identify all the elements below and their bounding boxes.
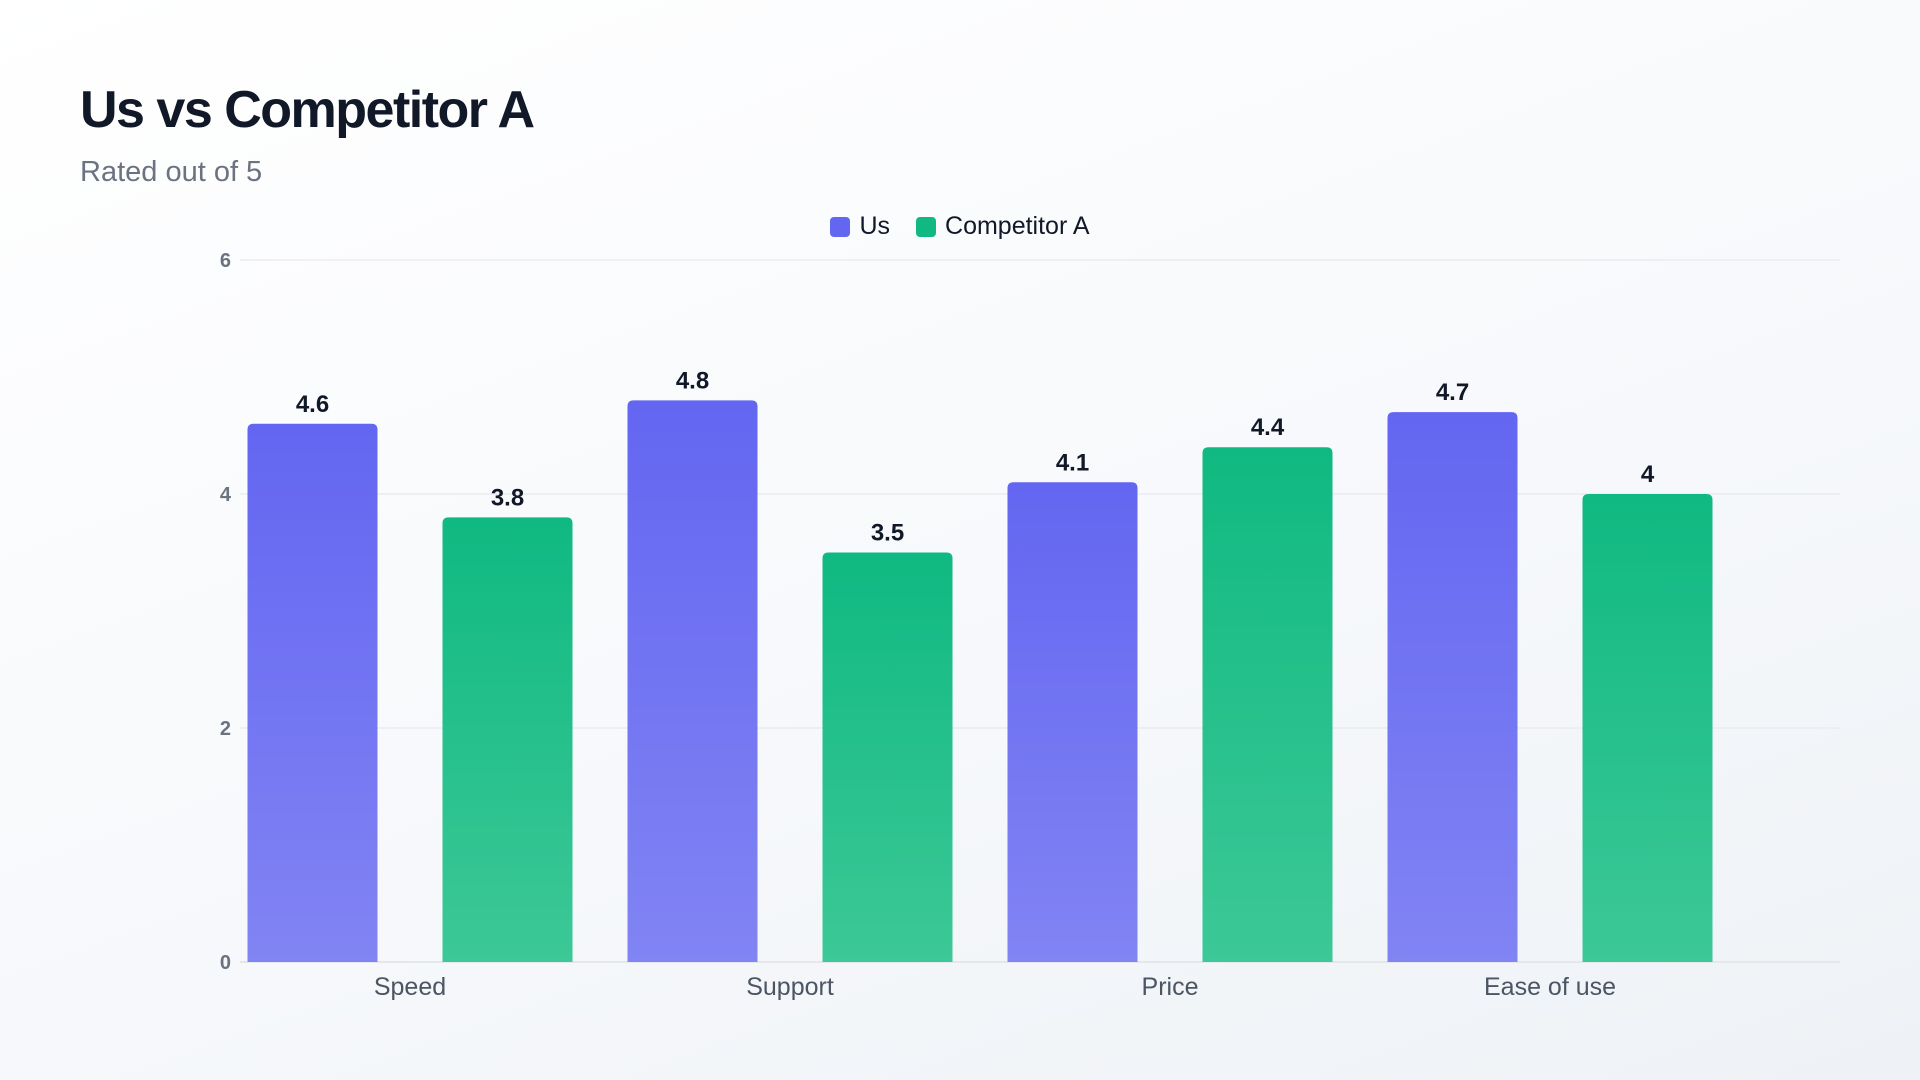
x-category-label: Support — [746, 973, 834, 1001]
labels: 0 2 4 6 4.6 3.8 Speed 4.8 3.5 Support 4.1 4.4 Price 4… — [220, 250, 1655, 1001]
bar-price-us — [1007, 482, 1138, 962]
bar-speed-competitor-a — [442, 517, 573, 962]
legend-swatch-us — [830, 216, 851, 237]
bar-support-competitor-a — [822, 552, 953, 962]
chart-legend: Us Competitor A — [0, 212, 1920, 241]
y-tick-label: 4 — [220, 484, 232, 506]
legend-label-us: Us — [859, 212, 891, 240]
y-tick-label: 6 — [220, 250, 231, 272]
bar-support-us — [627, 400, 758, 962]
value-label: 3.5 — [871, 520, 904, 547]
x-category-label: Ease of use — [1484, 973, 1616, 1001]
bar-ease-of-use-competitor-a — [1582, 494, 1713, 962]
y-tick-label: 2 — [220, 718, 231, 740]
y-tick-label: 0 — [220, 952, 231, 974]
value-label: 4.8 — [676, 367, 709, 394]
bar-speed-us — [247, 423, 378, 962]
legend-swatch-competitor-a — [916, 216, 937, 237]
bar-price-competitor-a — [1202, 447, 1333, 962]
legend-item-competitor-a: Competitor A — [916, 212, 1090, 241]
value-label: 3.8 — [491, 484, 524, 511]
value-label: 4 — [1641, 461, 1655, 488]
value-label: 4.4 — [1251, 414, 1285, 441]
chart-subtitle: Rated out of 5 — [80, 156, 263, 188]
chart-title: Us vs Competitor A — [80, 81, 535, 139]
value-label: 4.6 — [296, 391, 329, 418]
value-label: 4.7 — [1436, 379, 1469, 406]
bars — [247, 400, 1713, 963]
bar-ease-of-use-us — [1387, 412, 1518, 963]
x-category-label: Price — [1142, 973, 1199, 1001]
x-category-label: Speed — [374, 973, 446, 1001]
value-label: 4.1 — [1056, 449, 1089, 476]
legend-label-competitor-a: Competitor A — [945, 212, 1090, 240]
legend-item-us: Us — [830, 212, 890, 241]
